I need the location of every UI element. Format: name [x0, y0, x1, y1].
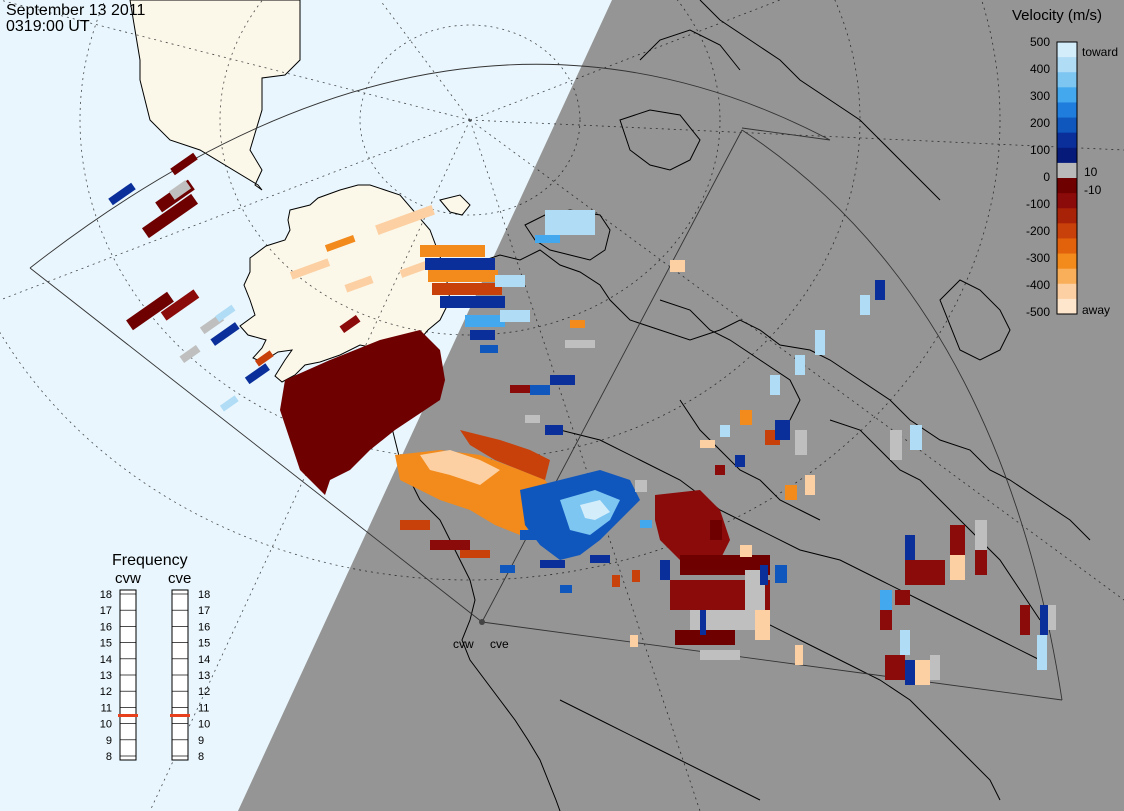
colorbar-swatch — [1057, 238, 1077, 255]
colorbar-swatch — [1057, 57, 1077, 73]
frequency-tick-label: 8 — [106, 751, 112, 763]
colorbar-frame — [1056, 41, 1078, 315]
time-label: 0319:00 UT — [6, 18, 90, 35]
frequency-tick-label: 18 — [100, 589, 112, 601]
colorbar-tick-label: 0 — [1043, 170, 1050, 184]
colorbar-swatch — [1057, 87, 1077, 103]
frequency-tick-label: 9 — [106, 735, 112, 747]
frequency-tick-label: 17 — [198, 605, 210, 617]
frequency-tick-label: 15 — [198, 638, 210, 650]
colorbar-tick-label: -400 — [1026, 278, 1050, 292]
colorbar-swatch — [1057, 147, 1077, 164]
frequency-tick-label: 13 — [100, 670, 112, 682]
frequency-tick-label: 10 — [198, 719, 210, 731]
frequency-tick-label: 14 — [198, 654, 210, 666]
frequency-panel: Frequency cvw cve 18 18 17 17 16 16 15 15 14 14 13… — [100, 552, 211, 763]
colorbar-tick-label: 500 — [1030, 35, 1050, 49]
colorbar-swatch — [1057, 72, 1077, 88]
frequency-tick-label: 17 — [100, 605, 112, 617]
colorbar-tick-label: -100 — [1026, 197, 1050, 211]
colorbar-tick-label: -500 — [1026, 305, 1050, 319]
frequency-tick-label: 18 — [198, 589, 210, 601]
frequency-tick-label: 8 — [198, 751, 204, 763]
colorbar-tick-label: 400 — [1030, 62, 1050, 76]
colorbar-swatch — [1057, 117, 1077, 134]
colorbar-tick-label: 200 — [1030, 116, 1050, 130]
velocity-colorbar: Velocity (m/s) 500400300200100100-10-100… — [1012, 7, 1118, 319]
colorbar-swatches — [1057, 42, 1077, 315]
colorbar-swatch — [1057, 178, 1077, 194]
frequency-radar-label-cve: cve — [168, 570, 191, 587]
site-label-cve: cve — [490, 637, 509, 651]
colorbar-swatch — [1057, 132, 1077, 149]
colorbar-tick-label: 300 — [1030, 89, 1050, 103]
frequency-tick-label: 11 — [198, 702, 209, 714]
colorbar-swatch — [1057, 283, 1077, 300]
site-marker — [479, 619, 485, 625]
colorbar-tick-label: -10 — [1084, 183, 1102, 197]
frequency-tick-label: 16 — [198, 621, 210, 633]
colorbar-ticks: 500400300200100100-10-100-200-300-400-50… — [1026, 35, 1102, 319]
colorbar-swatch — [1057, 223, 1077, 239]
frequency-title: Frequency — [112, 552, 188, 569]
cve-backscatter — [612, 260, 1056, 685]
frequency-tick-label: 16 — [100, 621, 112, 633]
radar-sites: cvw cve — [453, 619, 509, 651]
site-label-cvw: cvw — [453, 637, 474, 651]
frequency-tick-label: 12 — [198, 686, 210, 698]
colorbar-title: Velocity (m/s) — [1012, 7, 1102, 24]
colorbar-swatch — [1057, 102, 1077, 119]
frequency-tick-label: 9 — [198, 735, 204, 747]
frequency-tick-label: 11 — [101, 702, 112, 714]
frequency-scale: 18 18 17 17 16 16 15 15 14 14 13 13 12 12 11 11 10 10 9 9 8 8 — [100, 589, 211, 763]
frequency-tick-label: 14 — [100, 654, 112, 666]
date-label: September 13 2011 — [6, 2, 146, 19]
colorbar-away-label: away — [1082, 303, 1110, 317]
colorbar-tick-label: 100 — [1030, 143, 1050, 157]
colorbar-tick-label: -200 — [1026, 224, 1050, 238]
frequency-tick-label: 15 — [100, 638, 112, 650]
colorbar-toward-label: toward — [1082, 45, 1118, 59]
colorbar-swatch — [1057, 298, 1077, 315]
colorbar-swatch — [1057, 268, 1077, 285]
colorbar-tick-label: -300 — [1026, 251, 1050, 265]
cvw-backscatter — [108, 152, 640, 593]
day-landmass — [129, 0, 471, 383]
colorbar-swatch — [1057, 193, 1077, 209]
colorbar-swatch — [1057, 253, 1077, 270]
colorbar-swatch — [1057, 42, 1077, 58]
colorbar-swatch — [1057, 162, 1077, 179]
colorbar-swatch — [1057, 208, 1077, 224]
colorbar-tick-label: 10 — [1084, 165, 1098, 179]
night-side — [238, 0, 1124, 811]
frequency-tick-label: 10 — [100, 719, 112, 731]
frequency-tick-label: 12 — [100, 686, 112, 698]
frequency-radar-label-cvw: cvw — [115, 570, 141, 587]
frequency-tick-label: 13 — [198, 670, 210, 682]
